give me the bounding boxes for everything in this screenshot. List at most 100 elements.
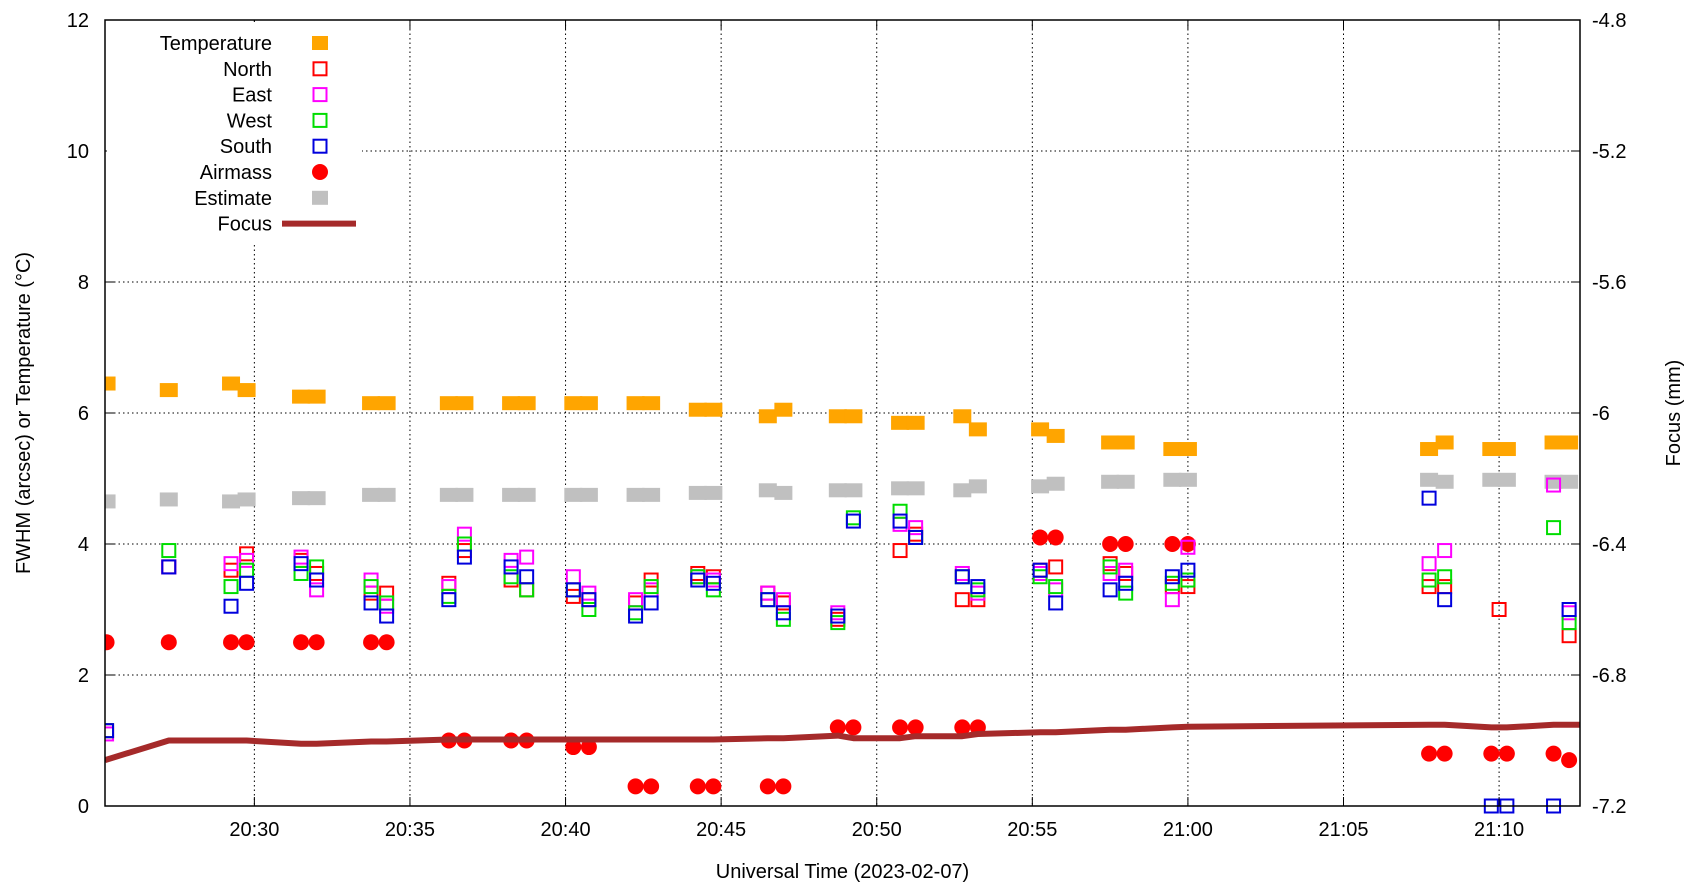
east-point bbox=[565, 569, 581, 585]
west-point bbox=[161, 543, 177, 559]
temperature-point bbox=[953, 409, 972, 424]
west-point bbox=[503, 569, 519, 585]
north-point bbox=[628, 595, 644, 611]
temperature-point bbox=[688, 402, 707, 417]
legend-label-temperature: Temperature bbox=[160, 33, 272, 55]
temperature-point bbox=[1420, 442, 1439, 457]
airmass-point bbox=[627, 778, 644, 795]
south-point bbox=[161, 559, 177, 575]
east-point bbox=[892, 516, 908, 532]
y2-axis-label: Focus (mm) bbox=[1663, 360, 1685, 467]
west-point bbox=[293, 565, 309, 581]
temperature-point bbox=[906, 415, 925, 430]
temperature-point bbox=[362, 396, 381, 411]
south-point bbox=[775, 605, 791, 621]
west-point bbox=[1118, 585, 1134, 601]
estimate-point bbox=[1482, 472, 1501, 487]
estimate-point bbox=[1046, 476, 1065, 491]
temperature-point bbox=[1046, 428, 1065, 443]
east-point bbox=[161, 559, 177, 575]
series-south bbox=[105, 490, 1577, 814]
east-point bbox=[239, 552, 255, 568]
legend: Temperature North East West South Airmass Esti… bbox=[107, 22, 362, 244]
airmass-point bbox=[580, 739, 597, 756]
temperature-point bbox=[1163, 442, 1182, 457]
estimate-point bbox=[642, 487, 661, 502]
west-point bbox=[1561, 615, 1577, 631]
y-tick-label: 6 bbox=[78, 403, 89, 425]
north-point bbox=[1437, 579, 1453, 595]
temperature-point bbox=[105, 376, 116, 391]
south-point bbox=[892, 513, 908, 529]
estimate-point bbox=[774, 485, 793, 500]
south-point bbox=[363, 595, 379, 611]
temperature-point bbox=[891, 415, 910, 430]
estimate-point bbox=[1163, 472, 1182, 487]
estimate-point bbox=[159, 492, 178, 507]
airmass-point bbox=[1483, 745, 1500, 762]
y2-tick-label: -6.8 bbox=[1592, 665, 1626, 687]
airmass-point bbox=[1032, 529, 1049, 546]
x-tick-label: 20:45 bbox=[696, 819, 746, 841]
y2-tick-label: -6.4 bbox=[1592, 534, 1626, 556]
estimate-point bbox=[455, 487, 474, 502]
airmass-point bbox=[1421, 745, 1438, 762]
series-layer bbox=[105, 376, 1580, 814]
estimate-point bbox=[502, 487, 521, 502]
east-point bbox=[775, 592, 791, 608]
west-point bbox=[1180, 572, 1196, 588]
y2-tick-label: -6 bbox=[1592, 403, 1610, 425]
estimate-point bbox=[439, 487, 458, 502]
airmass-point bbox=[1545, 745, 1562, 762]
y-axis-label: FWHM (arcsec) or Temperature (°C) bbox=[13, 252, 35, 574]
airmass-point bbox=[689, 778, 706, 795]
legend-swatch-east bbox=[312, 87, 328, 103]
east-point bbox=[1164, 592, 1180, 608]
temperature-point bbox=[1482, 442, 1501, 457]
south-point bbox=[1032, 562, 1048, 578]
temperature-point bbox=[237, 383, 256, 398]
airmass-point bbox=[378, 634, 395, 651]
south-point bbox=[223, 598, 239, 614]
west-point bbox=[519, 582, 535, 598]
estimate-point bbox=[1101, 474, 1120, 489]
x-tick-label: 21:05 bbox=[1318, 819, 1368, 841]
airmass-point bbox=[775, 778, 792, 795]
x-tick-label: 20:55 bbox=[1007, 819, 1057, 841]
estimate-point bbox=[1178, 472, 1197, 487]
temperature-point bbox=[844, 409, 863, 424]
estimate-point bbox=[906, 481, 925, 496]
x-tick-label: 20:50 bbox=[852, 819, 902, 841]
south-point bbox=[760, 592, 776, 608]
south-point bbox=[1118, 575, 1134, 591]
series-airmass bbox=[105, 529, 1578, 795]
west-point bbox=[643, 579, 659, 595]
west-point bbox=[1421, 572, 1437, 588]
y-tick-label: 12 bbox=[67, 10, 89, 32]
airmass-point bbox=[293, 634, 310, 651]
temperature-point bbox=[502, 396, 521, 411]
estimate-point bbox=[626, 487, 645, 502]
west-point bbox=[690, 569, 706, 585]
east-point bbox=[441, 579, 457, 595]
south-point bbox=[954, 569, 970, 585]
airmass-point bbox=[705, 778, 722, 795]
estimate-point bbox=[307, 491, 326, 506]
north-point bbox=[161, 559, 177, 575]
x-tick-label: 20:30 bbox=[229, 819, 279, 841]
y-tick-label: 10 bbox=[67, 141, 89, 163]
east-point bbox=[1561, 605, 1577, 621]
north-point bbox=[954, 592, 970, 608]
series-estimate bbox=[105, 472, 1579, 509]
west-point bbox=[1102, 559, 1118, 575]
series-west bbox=[105, 503, 1577, 739]
estimate-point bbox=[579, 487, 598, 502]
series-focus bbox=[105, 721, 1580, 763]
east-point bbox=[705, 572, 721, 588]
estimate-point bbox=[1116, 474, 1135, 489]
airmass-point bbox=[845, 719, 862, 736]
legend-label-east: East bbox=[232, 85, 272, 107]
airmass-point bbox=[829, 719, 846, 736]
estimate-point bbox=[564, 487, 583, 502]
